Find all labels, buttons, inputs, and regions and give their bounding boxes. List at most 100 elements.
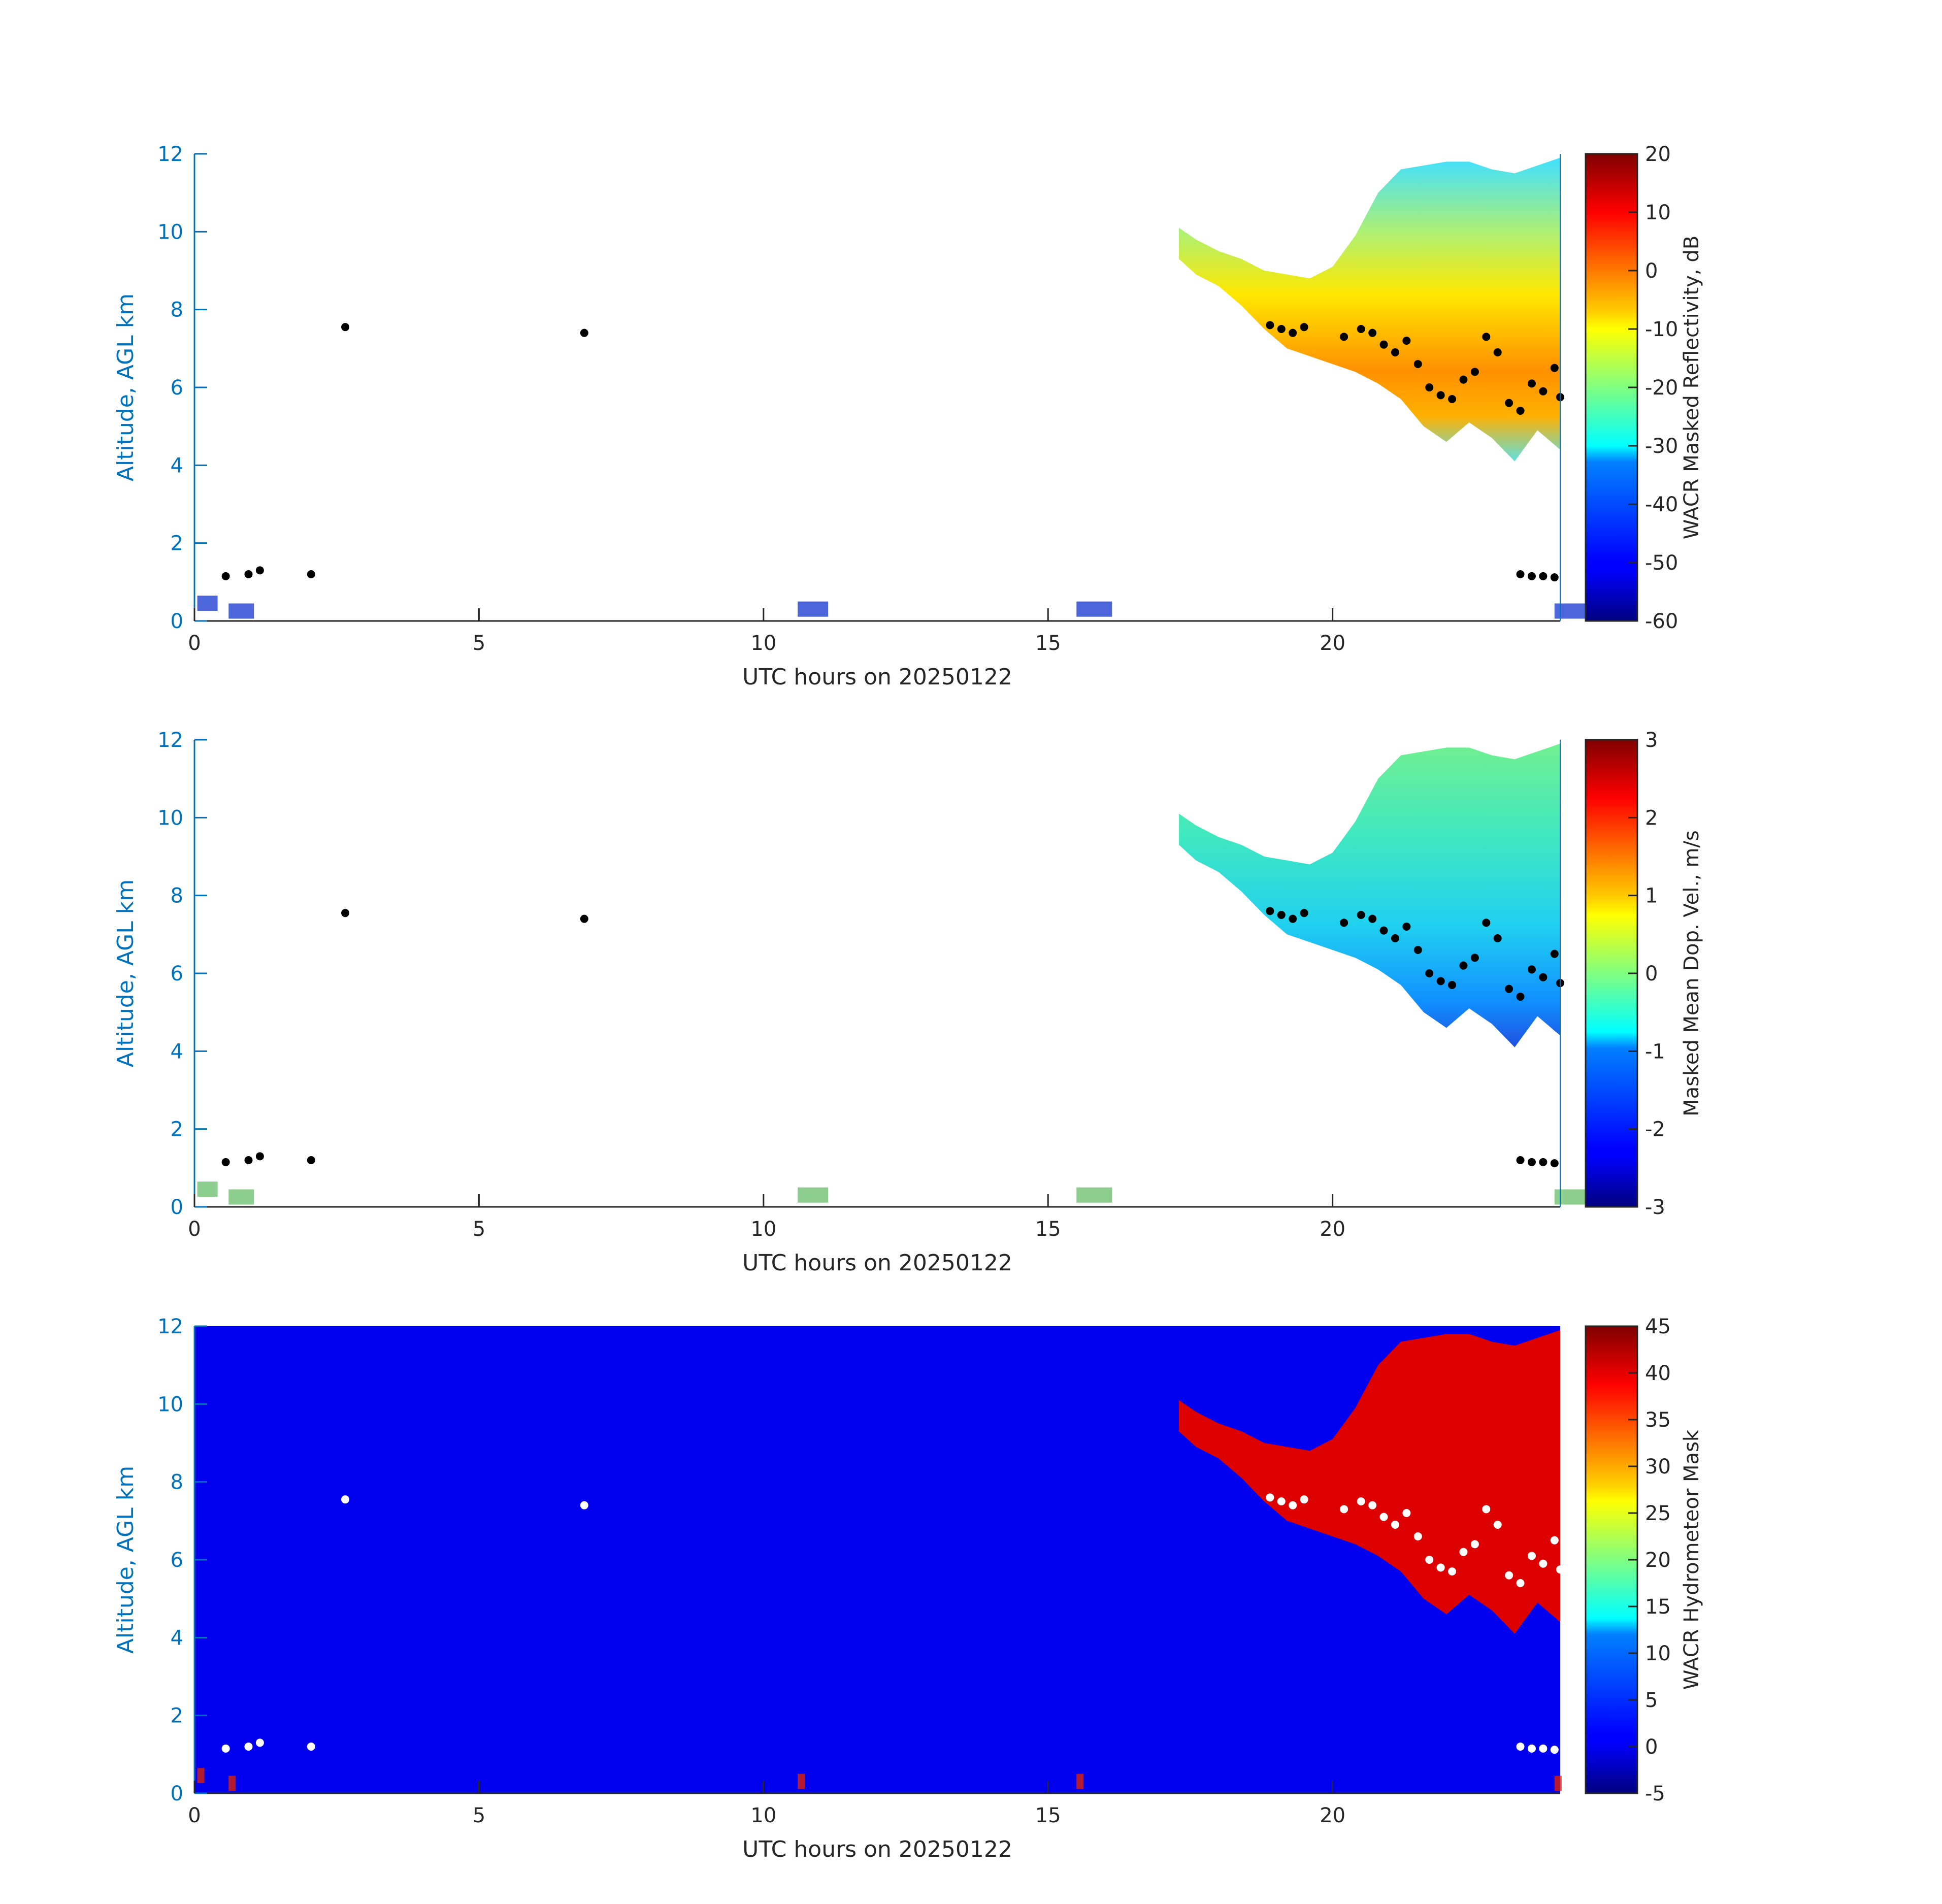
colorbar-tick-label: -30	[1645, 435, 1678, 458]
colorbar-tick-label: 25	[1645, 1502, 1671, 1525]
plot-background	[194, 1326, 1560, 1793]
cloud-base-marker	[1289, 329, 1297, 337]
cloud-base-marker	[1425, 969, 1434, 977]
cloud-base-marker	[1550, 949, 1559, 958]
plot-background	[194, 154, 1560, 621]
cloud-base-marker	[255, 1152, 264, 1161]
cloud-base-marker	[307, 1156, 315, 1164]
y-tick-label: 4	[171, 454, 183, 477]
cloud-base-marker	[1436, 1563, 1445, 1572]
cloud-base-marker	[1482, 333, 1491, 341]
colorbar-tick-label: -5	[1645, 1782, 1665, 1805]
colorbar-tick-label: -50	[1645, 551, 1678, 575]
clutter-echo	[197, 596, 218, 611]
y-tick-label: 0	[171, 1782, 183, 1805]
y-tick-label: 8	[171, 884, 183, 908]
cloud-base-marker	[1357, 325, 1365, 333]
cloud-base-marker	[1368, 1501, 1377, 1509]
clutter-echo	[1076, 1187, 1112, 1203]
cloud-base-marker	[1470, 954, 1479, 962]
y-tick-label: 4	[171, 1626, 183, 1650]
colorbar-tick-label: 35	[1645, 1408, 1671, 1432]
cloud-base-marker	[1379, 926, 1388, 935]
y-tick-label: 8	[171, 1471, 183, 1494]
clutter-echo	[1076, 601, 1112, 617]
cloud-base-marker	[221, 572, 230, 580]
cloud-base-marker	[1289, 914, 1297, 923]
cloud-base-marker	[1516, 993, 1525, 1001]
cloud-base-marker	[1277, 325, 1286, 333]
y-axis-label: Altitude, AGL km	[113, 1466, 139, 1654]
colorbar-tick-label: 15	[1645, 1595, 1671, 1619]
y-tick-label: 6	[171, 962, 183, 986]
cloud-base-marker	[1539, 387, 1548, 396]
cloud-base-marker	[1482, 1505, 1491, 1514]
colorbar-tick-label: 40	[1645, 1362, 1671, 1385]
cloud-base-marker	[1266, 1493, 1274, 1502]
x-tick-label: 20	[1320, 632, 1345, 655]
colorbar-tick-label: 0	[1645, 1735, 1658, 1759]
cloud-base-marker	[1425, 1556, 1434, 1564]
cloud-base-marker	[307, 1743, 315, 1751]
colorbar-tick-label: 1	[1645, 884, 1658, 908]
cloud-base-marker	[1340, 333, 1348, 341]
colorbar-tick-label: 5	[1645, 1689, 1658, 1712]
y-tick-label: 12	[157, 729, 183, 752]
x-tick-label: 10	[750, 632, 776, 655]
cloud-base-marker	[1448, 981, 1457, 989]
clutter-echo	[197, 1768, 205, 1784]
colorbar-tick-label: 0	[1645, 259, 1658, 283]
cloud-base-marker	[1550, 1159, 1559, 1168]
cloud-base-marker	[1436, 391, 1445, 400]
colorbar-tick-label: -60	[1645, 610, 1678, 633]
clutter-echo	[228, 1776, 236, 1791]
colorbar-label: Masked Mean Dop. Vel., m/s	[1680, 830, 1703, 1117]
y-tick-label: 2	[171, 532, 183, 555]
cloud-base-marker	[1340, 1505, 1348, 1514]
colorbar-tick-label: -40	[1645, 493, 1678, 516]
cloud-base-marker	[1550, 1536, 1559, 1545]
cloud-base-marker	[1539, 572, 1548, 580]
clutter-echo	[798, 1187, 829, 1203]
x-tick-label: 5	[473, 1804, 485, 1827]
cloud-base-marker	[1550, 1746, 1559, 1754]
colorbar-label: WACR Hydrometeor Mask	[1680, 1429, 1703, 1690]
colorbar-label: WACR Masked Reflectivity, dB	[1680, 236, 1703, 539]
x-axis-label: UTC hours on 20250122	[742, 1250, 1012, 1276]
cloud-base-marker	[1448, 1567, 1457, 1575]
y-tick-label: 10	[157, 220, 183, 244]
cloud-base-marker	[1379, 1513, 1388, 1521]
colorbar-tick-label: -3	[1645, 1196, 1665, 1219]
x-axis-label: UTC hours on 20250122	[742, 1836, 1012, 1862]
colorbar-tick-label: -1	[1645, 1040, 1665, 1063]
cloud-base-marker	[580, 1501, 588, 1509]
y-tick-label: 4	[171, 1040, 183, 1063]
cloud-base-marker	[1539, 973, 1548, 981]
cloud-base-marker	[1436, 977, 1445, 986]
cloud-base-marker	[1550, 364, 1559, 372]
cloud-base-marker	[1516, 407, 1525, 415]
cloud-base-marker	[1391, 348, 1399, 356]
x-tick-label: 15	[1035, 1804, 1061, 1827]
cloud-base-marker	[255, 566, 264, 575]
x-tick-label: 10	[750, 1804, 776, 1827]
x-tick-label: 20	[1320, 1218, 1345, 1241]
y-tick-label: 10	[157, 1393, 183, 1416]
x-tick-label: 5	[473, 1218, 485, 1241]
cloud-base-marker	[1556, 1565, 1564, 1574]
colorbar-tick-label: 0	[1645, 962, 1658, 986]
cloud-base-marker	[580, 329, 588, 337]
y-tick-label: 6	[171, 376, 183, 400]
colorbar-tick-label: -10	[1645, 318, 1678, 341]
cloud-base-marker	[1516, 1743, 1525, 1751]
cloud-base-marker	[1300, 323, 1308, 332]
cloud-base-marker	[244, 1156, 253, 1164]
clutter-echo	[798, 601, 829, 617]
cloud-base-marker	[1516, 570, 1525, 578]
cloud-base-marker	[1527, 1158, 1536, 1166]
cloud-base-marker	[1289, 1501, 1297, 1509]
cloud-base-marker	[1470, 1540, 1479, 1549]
colorbar-tick-label: 10	[1645, 1642, 1671, 1665]
colorbar-tick-label: 20	[1645, 143, 1671, 166]
